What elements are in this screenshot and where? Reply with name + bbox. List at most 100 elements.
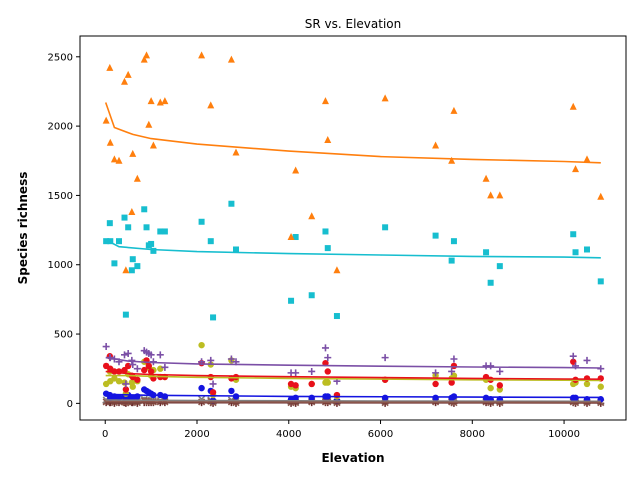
fit-line-orange — [104, 102, 601, 164]
data-point — [124, 70, 132, 78]
data-point — [210, 314, 217, 321]
fit-line-olive — [105, 374, 601, 382]
data-point — [143, 51, 151, 59]
data-point — [381, 94, 389, 102]
data-point — [122, 380, 130, 388]
y-tick-label: 1000 — [48, 260, 73, 271]
data-point — [207, 101, 215, 109]
plot-area — [102, 51, 605, 407]
data-point — [448, 257, 455, 264]
data-point — [150, 247, 157, 254]
data-point — [161, 228, 168, 235]
y-tick-label: 0 — [67, 399, 73, 410]
data-point — [148, 240, 155, 247]
data-point — [232, 148, 240, 156]
data-point — [487, 362, 495, 370]
data-point — [448, 367, 456, 375]
data-point — [324, 354, 332, 362]
x-tick-label: 8000 — [460, 429, 485, 440]
data-point — [597, 278, 604, 285]
data-point — [116, 238, 122, 245]
data-point — [382, 224, 389, 231]
y-axis-title: Species richness — [16, 172, 30, 285]
data-point — [145, 120, 153, 128]
data-point — [115, 377, 123, 385]
data-point — [128, 208, 136, 216]
data-point — [147, 368, 155, 375]
data-point — [583, 380, 591, 388]
data-point — [198, 341, 205, 349]
data-point — [583, 356, 591, 364]
data-point — [102, 343, 110, 351]
data-point — [292, 382, 299, 389]
data-point — [482, 174, 490, 182]
data-point — [106, 63, 114, 71]
fit-line-purple — [105, 356, 601, 369]
data-point — [102, 116, 110, 124]
data-point — [570, 231, 577, 238]
data-point — [432, 394, 439, 402]
data-point — [450, 238, 457, 245]
data-point — [161, 97, 169, 105]
data-point — [487, 191, 495, 199]
data-point — [207, 238, 214, 245]
data-point — [287, 233, 295, 241]
data-point — [106, 220, 113, 227]
series-orange — [102, 51, 605, 274]
data-point — [143, 224, 150, 231]
data-point — [308, 367, 316, 375]
data-point — [292, 166, 300, 174]
data-point — [324, 135, 332, 143]
data-point — [584, 246, 590, 253]
data-point — [487, 279, 494, 286]
data-point — [381, 394, 389, 402]
data-point — [129, 361, 137, 369]
data-point — [228, 387, 235, 395]
data-point — [324, 379, 331, 386]
data-point — [333, 266, 341, 274]
data-point — [198, 384, 205, 392]
data-point — [308, 292, 315, 299]
y-axis: 0 500 1000 1500 2000 2500 — [48, 52, 80, 410]
y-tick-label: 1500 — [48, 191, 73, 202]
x-axis-title: Elevation — [321, 451, 384, 465]
data-point — [227, 355, 235, 363]
data-point — [161, 393, 169, 400]
data-point — [124, 349, 132, 357]
data-point — [122, 386, 130, 393]
data-point — [572, 165, 580, 173]
data-point — [115, 156, 123, 164]
data-point — [292, 234, 299, 241]
data-point — [496, 367, 504, 375]
data-point — [149, 141, 157, 149]
x-tick-label: 4000 — [276, 429, 301, 440]
series-purple — [102, 343, 605, 388]
data-point — [233, 246, 239, 253]
fit-line-cyan — [105, 239, 601, 259]
data-point — [572, 249, 579, 256]
data-point — [569, 352, 577, 360]
data-point — [288, 297, 295, 304]
data-point — [207, 356, 215, 364]
data-point — [121, 366, 128, 374]
x-tick-label: 2000 — [184, 429, 209, 440]
data-point — [121, 379, 128, 386]
data-point — [308, 212, 316, 220]
data-point — [227, 55, 235, 63]
data-point — [129, 149, 137, 157]
data-point — [450, 355, 458, 363]
x-axis: 0 2000 4000 6000 8000 10000 — [102, 420, 580, 440]
data-point — [324, 245, 331, 252]
data-point — [496, 263, 503, 270]
data-point — [128, 267, 135, 274]
data-point — [569, 102, 577, 110]
data-point — [147, 351, 155, 359]
data-point — [129, 383, 136, 390]
data-point — [483, 249, 490, 256]
data-point — [450, 106, 458, 114]
data-point — [133, 174, 141, 182]
data-point — [324, 368, 331, 375]
data-point — [583, 155, 591, 163]
data-point — [122, 311, 129, 318]
